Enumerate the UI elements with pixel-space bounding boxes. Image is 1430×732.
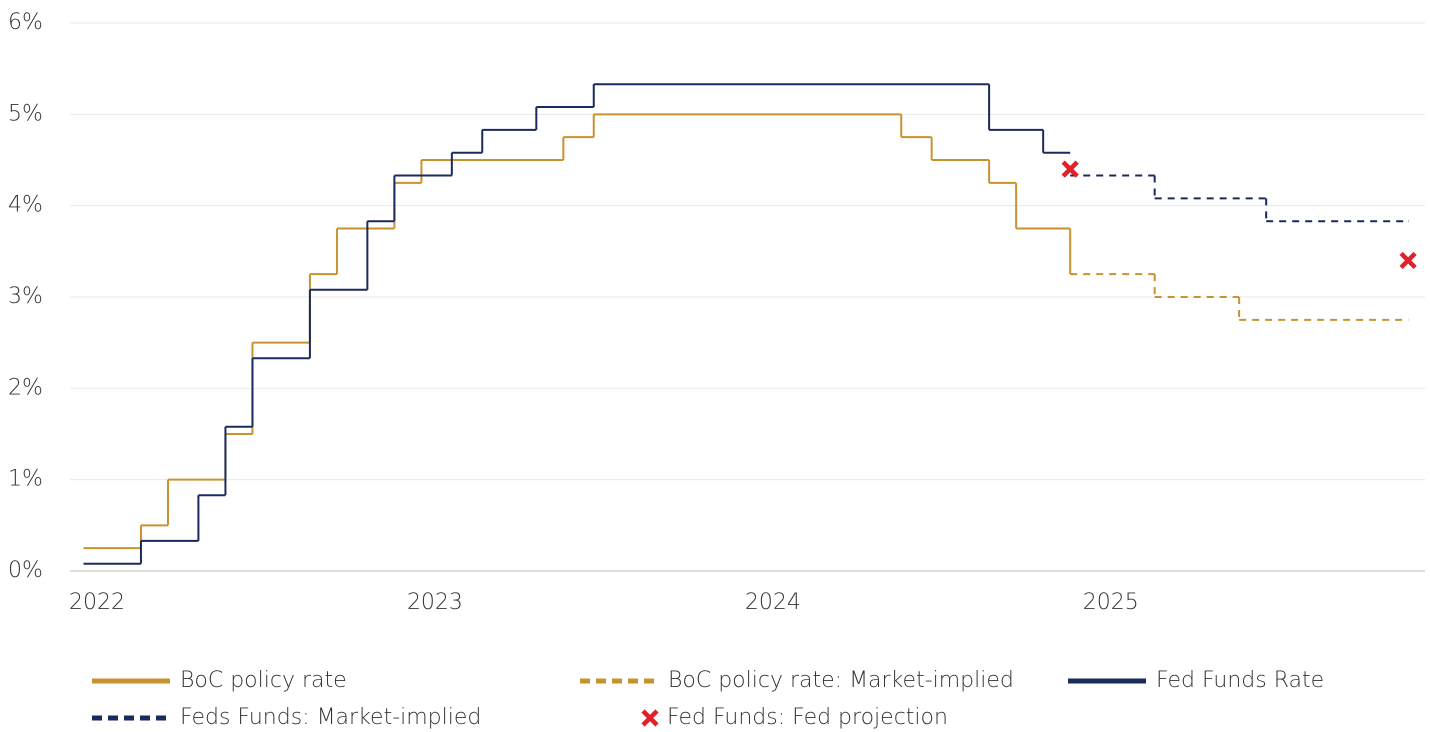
y-tick-label: 0% [8, 558, 43, 583]
y-tick-label: 4% [8, 193, 43, 218]
legend-label: BoC policy rate [180, 668, 347, 693]
x-tick-label: 2024 [745, 590, 801, 615]
y-tick-label: 2% [8, 375, 43, 400]
x-tick-label: 2025 [1083, 590, 1139, 615]
legend-label: Fed Funds Rate [1156, 668, 1324, 693]
y-tick-label: 1% [8, 467, 43, 492]
projection-marker [1399, 251, 1417, 270]
y-tick-label: 3% [8, 284, 43, 309]
y-tick-label: 6% [8, 10, 43, 35]
legend-marker [641, 709, 659, 727]
projection-marker [1061, 160, 1079, 178]
x-tick-label: 2022 [69, 590, 125, 615]
y-tick-label: 5% [8, 101, 43, 126]
legend-label: Fed Funds: Fed projection [667, 705, 948, 730]
x-tick-label: 2023 [407, 590, 463, 615]
legend-label: Feds Funds: Market-implied [180, 705, 481, 730]
legend-label: BoC policy rate: Market-implied [668, 668, 1014, 693]
